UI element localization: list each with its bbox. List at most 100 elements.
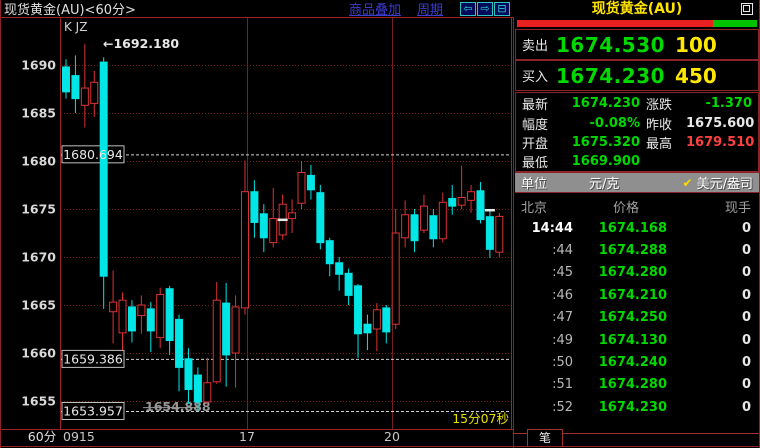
candle-body-up[interactable] — [495, 215, 504, 253]
column-header-time: 北京 — [521, 200, 548, 216]
candle-body-down[interactable] — [165, 288, 174, 342]
bid-price: 1674.230 — [556, 63, 666, 88]
candle-body-up[interactable] — [269, 218, 278, 244]
y-axis-tick-label: 1680 — [21, 154, 56, 169]
tick-row[interactable]: 14:44 1674.168 0 — [515, 217, 759, 239]
tick-price: 1674.280 — [598, 265, 667, 281]
tick-volume: 0 — [741, 243, 751, 259]
y-axis-tick-label: 1685 — [21, 106, 56, 121]
tick-price: 1674.210 — [598, 287, 667, 303]
candle-body-down[interactable] — [476, 190, 485, 221]
candle-body-down[interactable] — [99, 61, 108, 277]
candle-body-up[interactable] — [419, 205, 428, 231]
candle-body-down[interactable] — [175, 318, 184, 368]
candle-body-down[interactable] — [316, 192, 325, 244]
ask-volume: 100 — [675, 32, 717, 57]
candlestick-chart[interactable]: 1690 1685 1680 1675 1670 1665 1660 1655 1654.888… — [0, 0, 514, 448]
candle-body-down[interactable] — [344, 272, 353, 296]
period-label: 60分 — [28, 429, 56, 444]
candle-body-up[interactable] — [109, 301, 118, 313]
quote-value: 1679.510 — [686, 134, 755, 150]
tick-row[interactable]: :50 1674.240 0 — [515, 351, 759, 373]
candle-body-down[interactable] — [335, 262, 344, 275]
candle-body-down[interactable] — [71, 75, 80, 100]
candle-body-up[interactable] — [90, 81, 99, 104]
candle-body-up[interactable] — [457, 196, 466, 206]
tick-time: :46 — [552, 287, 573, 303]
tick-volume: 0 — [741, 332, 751, 348]
tick-price: 1674.240 — [598, 355, 667, 371]
quote-value: 1674.230 — [571, 96, 640, 112]
candle-body-down[interactable] — [62, 66, 70, 93]
candle-body-down[interactable] — [127, 306, 136, 332]
window-title: 现货黄金(AU)<60分> — [4, 3, 136, 18]
candle-body-down[interactable] — [448, 197, 457, 207]
tick-table[interactable]: 14:44 1674.168 0:44 1674.288 0:45 1674.280 0 :4… — [515, 217, 759, 419]
candle-body-down[interactable] — [222, 302, 231, 356]
candle-body-up[interactable] — [212, 299, 221, 383]
window-border-left — [0, 0, 1, 448]
instrument-title: 现货黄金(AU) — [591, 1, 683, 17]
back-arrow-icon[interactable]: ⇦ — [460, 1, 476, 16]
candle-body-up[interactable] — [137, 304, 146, 317]
candle-body-up[interactable] — [401, 214, 410, 239]
candle-body-up[interactable] — [467, 191, 476, 201]
unit-option-yuan-gram[interactable]: 元/克 — [589, 177, 620, 192]
window-border-bottom — [0, 446, 760, 447]
price-level-label: 1659.386 — [63, 351, 123, 366]
ask-row[interactable]: 卖出 1674.530 100 — [515, 29, 759, 60]
split-window-icon[interactable]: ⊟ — [494, 1, 510, 16]
restore-window-icon[interactable] — [741, 3, 753, 15]
forward-arrow-icon[interactable]: ⇨ — [477, 1, 493, 16]
candle-body-down[interactable] — [325, 240, 334, 265]
period-link[interactable]: 周期 — [416, 3, 443, 18]
y-axis-tick-label: 1690 — [21, 58, 56, 73]
bid-volume: 450 — [675, 63, 717, 88]
tick-row[interactable]: :47 1674.250 0 — [515, 307, 759, 329]
candle-body-up[interactable] — [240, 191, 249, 309]
buy-ratio-segment — [712, 20, 757, 27]
ask-label: 卖出 — [522, 39, 549, 54]
candle-body-down[interactable] — [259, 213, 268, 239]
tick-row[interactable]: :52 1674.230 0 — [515, 396, 759, 418]
quote-row: 最低 1669.900 — [516, 152, 758, 171]
x-axis-tick-label: 17 — [239, 429, 255, 444]
candle-body-up[interactable] — [297, 172, 306, 204]
tick-volume: 0 — [741, 399, 751, 415]
candle-body-down[interactable] — [354, 285, 363, 335]
candle-body-down[interactable] — [485, 216, 494, 250]
tab-tick-detail[interactable]: 笔 — [527, 429, 563, 447]
candle-body-down[interactable] — [363, 323, 372, 334]
candle-body-up[interactable] — [118, 299, 127, 334]
tick-row[interactable]: :44 1674.288 0 — [515, 239, 759, 261]
unit-selector-row[interactable]: 单位 元/克 ✔ 美元/盎司 — [515, 172, 759, 193]
candle-body-up[interactable] — [438, 201, 447, 240]
candle-body-down[interactable] — [429, 215, 438, 240]
candle-body-down[interactable] — [410, 214, 419, 242]
candle-body-up[interactable] — [203, 382, 212, 403]
tab-baseline-left — [514, 433, 527, 434]
candle-body-down[interactable] — [382, 307, 391, 333]
tick-row[interactable]: :49 1674.130 0 — [515, 329, 759, 351]
overlay-products-link[interactable]: 商品叠加 — [348, 3, 401, 18]
tick-volume: 0 — [741, 220, 751, 236]
tick-row[interactable]: :51 1674.280 0 — [515, 374, 759, 396]
candle-body-down[interactable] — [193, 374, 202, 403]
candle-body-up[interactable] — [372, 309, 381, 330]
unit-option-usd-ounce[interactable]: 美元/盎司 — [696, 177, 753, 192]
candle-body-down[interactable] — [306, 174, 315, 191]
chart-header: 现货黄金(AU)<60分> 商品叠加 周期 ⇦ ⇨ ⊟ — [0, 0, 514, 18]
candle-body-down[interactable] — [250, 191, 259, 223]
candle-body-down[interactable] — [184, 358, 193, 390]
candle-body-up[interactable] — [391, 232, 400, 325]
tick-row[interactable]: :45 1674.280 0 — [515, 262, 759, 284]
tick-row[interactable]: :46 1674.210 0 — [515, 284, 759, 306]
candle-body-down[interactable] — [146, 308, 155, 332]
candle-body-up[interactable] — [288, 212, 297, 220]
tick-volume: 0 — [741, 355, 751, 371]
quote-label: 开盘 — [522, 136, 549, 152]
bid-row[interactable]: 买入 1674.230 450 — [515, 60, 759, 91]
candle-body-up[interactable] — [156, 293, 165, 339]
candle-body-up[interactable] — [80, 87, 89, 106]
candle-body-up[interactable] — [231, 306, 240, 354]
